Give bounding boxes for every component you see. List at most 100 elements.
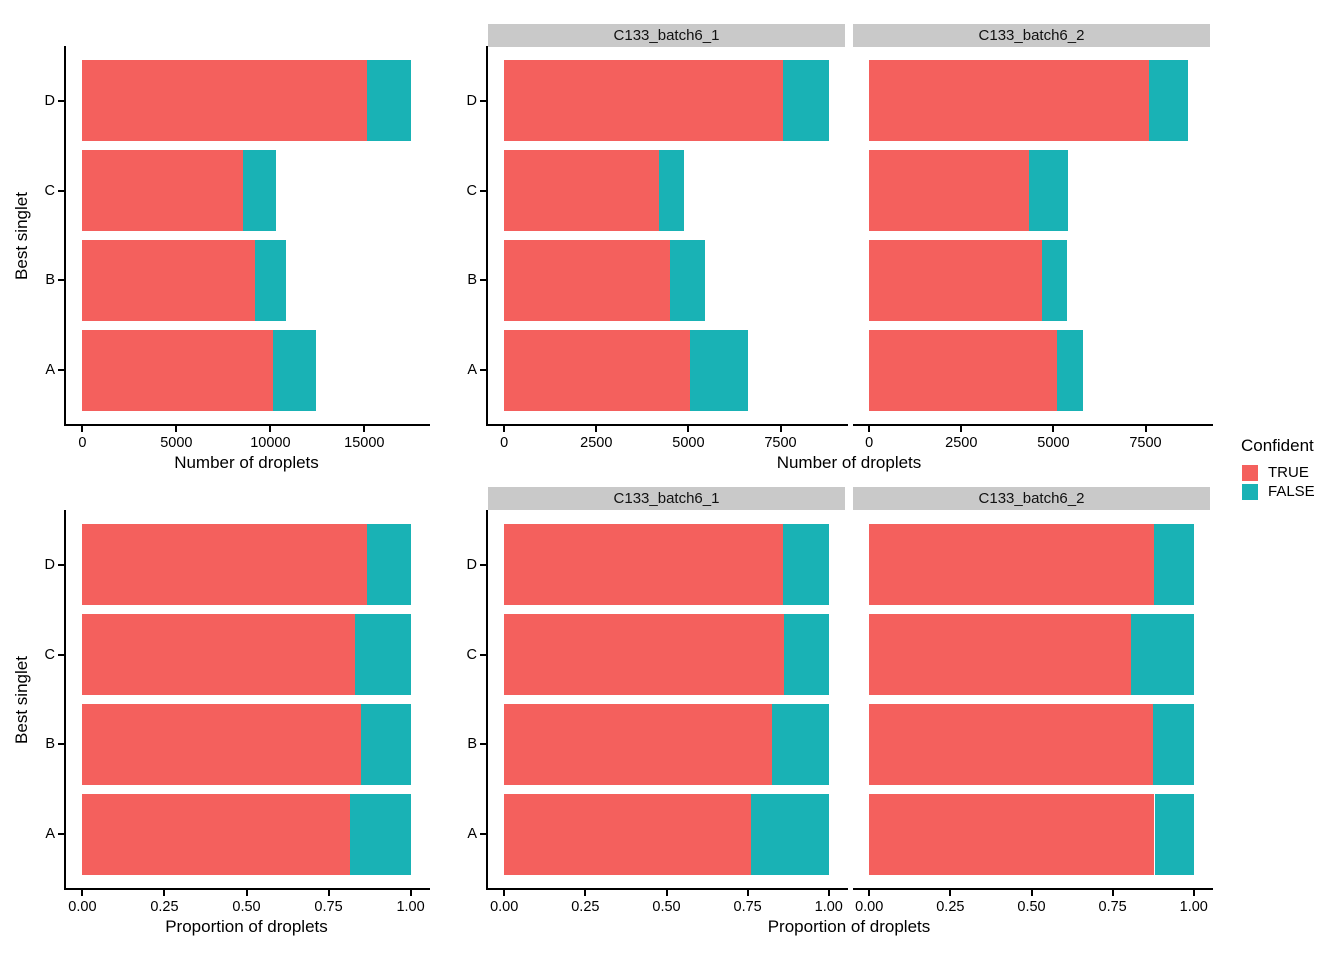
y-tick-label: D — [44, 556, 55, 573]
x-tick-mark — [81, 426, 84, 432]
bar-segment-true — [82, 703, 362, 785]
bar-segment-true — [504, 703, 772, 785]
y-tick-label: A — [45, 362, 55, 379]
bar-segment-false — [355, 614, 411, 695]
y-axis-line — [486, 46, 488, 426]
legend-label-false: FALSE — [1268, 483, 1315, 500]
bar-segment-false — [243, 150, 276, 231]
x-axis-title: Proportion of droplets — [165, 917, 328, 936]
x-tick-mark — [779, 426, 782, 432]
x-tick-mark — [1111, 890, 1114, 896]
bar-segment-true — [504, 329, 690, 411]
legend-item-false: FALSE — [1238, 482, 1344, 501]
bar-segment-true — [504, 614, 784, 695]
x-tick-mark — [960, 426, 963, 432]
facet-strip: C133_batch6_2 — [853, 487, 1210, 510]
bar-segment-false — [361, 703, 411, 785]
y-tick-mark — [58, 279, 64, 282]
bar-segment-false — [1152, 703, 1194, 785]
bar-segment-true — [82, 150, 244, 231]
x-tick-label: 0.25 — [571, 899, 600, 915]
x-tick-mark — [503, 426, 506, 432]
y-tick-mark — [58, 369, 64, 372]
bar-segment-true — [869, 329, 1058, 411]
x-tick-mark — [503, 890, 506, 896]
legend-items: TRUE FALSE — [1238, 463, 1344, 501]
y-tick-label: C — [44, 182, 55, 199]
x-tick-mark — [363, 426, 366, 432]
bar-segment-true — [82, 239, 256, 321]
bar-segment-false — [750, 793, 829, 875]
x-tick-mark — [665, 890, 668, 896]
x-tick-mark — [163, 890, 166, 896]
x-tick-label: 10000 — [250, 435, 291, 451]
x-axis-line — [853, 888, 1213, 890]
bar-segment-true — [869, 239, 1043, 321]
bar-segment-false — [1130, 614, 1194, 695]
x-tick-label: 7500 — [1129, 435, 1162, 451]
y-tick-label: B — [45, 736, 55, 753]
bar-segment-false — [367, 524, 411, 606]
y-tick-mark — [480, 833, 486, 836]
legend: Confident TRUE FALSE — [1238, 436, 1344, 501]
x-axis-line — [853, 424, 1213, 426]
y-tick-label: C — [466, 646, 477, 663]
y-tick-label: A — [467, 826, 477, 843]
x-tick-label: 0.25 — [936, 899, 965, 915]
x-tick-label: 15000 — [344, 435, 385, 451]
bar-segment-false — [1148, 60, 1188, 142]
bar-segment-true — [869, 150, 1030, 231]
bar-segment-false — [659, 150, 685, 231]
bar-segment-true — [504, 793, 751, 875]
x-tick-mark — [1144, 426, 1147, 432]
x-tick-label: 0.00 — [855, 899, 884, 915]
x-axis-line — [486, 424, 848, 426]
y-tick-mark — [58, 99, 64, 102]
y-axis-line — [486, 510, 488, 890]
x-tick-label: 2500 — [580, 435, 613, 451]
x-tick-mark — [175, 426, 178, 432]
x-tick-mark — [584, 890, 587, 896]
legend-swatch-true-icon — [1242, 464, 1258, 481]
x-tick-label: 0.50 — [1017, 899, 1046, 915]
x-tick-label: 0.75 — [1098, 899, 1127, 915]
x-tick-mark — [81, 890, 84, 896]
x-tick-label: 0.75 — [733, 899, 762, 915]
x-axis-line — [64, 424, 430, 426]
x-tick-mark — [269, 426, 272, 432]
y-tick-mark — [58, 743, 64, 746]
bar-segment-true — [504, 60, 783, 142]
x-tick-mark — [827, 890, 830, 896]
bar-segment-false — [1029, 150, 1069, 231]
x-tick-label: 5000 — [1037, 435, 1070, 451]
bar-segment-false — [782, 524, 829, 606]
y-tick-mark — [480, 369, 486, 372]
y-tick-label: D — [466, 92, 477, 109]
bar-segment-false — [689, 329, 749, 411]
legend-title: Confident — [1241, 436, 1314, 455]
x-axis-title: Number of droplets — [174, 453, 319, 472]
bar-segment-true — [504, 239, 670, 321]
x-tick-mark — [245, 890, 248, 896]
bar-segment-false — [350, 793, 411, 875]
y-tick-mark — [480, 189, 486, 192]
y-tick-label: B — [467, 736, 477, 753]
legend-swatch-false-icon — [1242, 483, 1258, 500]
y-tick-label: B — [45, 272, 55, 289]
x-tick-label: 0.00 — [68, 899, 97, 915]
bar-segment-false — [255, 239, 286, 321]
y-tick-label: C — [466, 182, 477, 199]
y-tick-mark — [58, 833, 64, 836]
x-tick-mark — [868, 426, 871, 432]
x-tick-mark — [595, 426, 598, 432]
x-tick-label: 0.25 — [150, 899, 179, 915]
x-tick-mark — [949, 890, 952, 896]
bar-segment-true — [82, 329, 273, 411]
x-tick-mark — [868, 890, 871, 896]
y-tick-mark — [480, 563, 486, 566]
bar-segment-false — [1153, 524, 1194, 606]
x-tick-label: 1.00 — [396, 899, 425, 915]
bar-segment-true — [869, 60, 1149, 142]
x-axis-line — [486, 888, 848, 890]
bar-segment-false — [1057, 329, 1083, 411]
